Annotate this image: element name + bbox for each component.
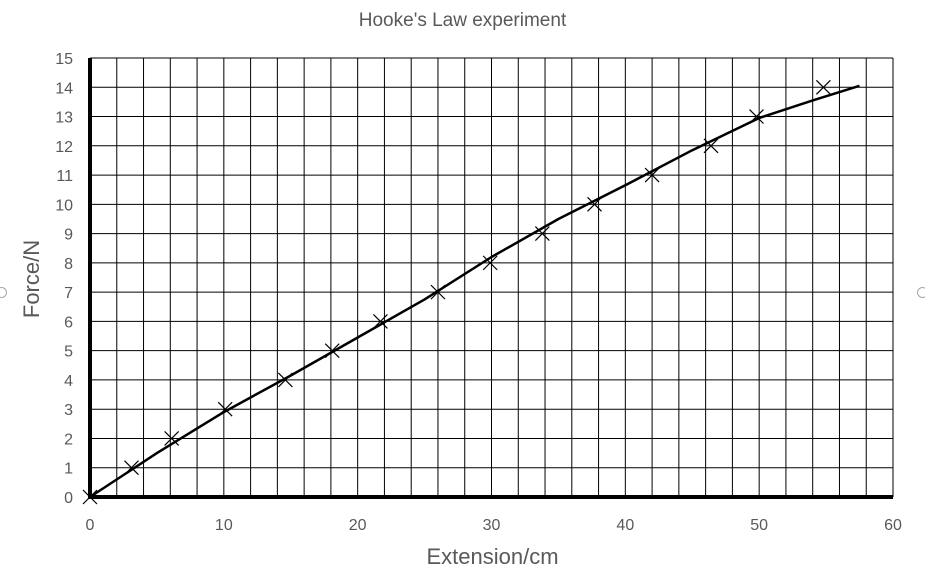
y-tick-label: 0 bbox=[64, 490, 73, 507]
x-tick-label: 30 bbox=[483, 517, 501, 534]
data-point-marker bbox=[430, 284, 446, 300]
marker-stroke bbox=[703, 138, 719, 154]
resize-handle-right[interactable] bbox=[917, 287, 925, 298]
data-point-marker bbox=[703, 138, 719, 154]
data-point-marker bbox=[124, 460, 139, 476]
x-tick-label: 60 bbox=[884, 517, 902, 534]
axes bbox=[88, 58, 893, 499]
marker-stroke bbox=[749, 109, 764, 124]
marker-stroke bbox=[815, 79, 831, 95]
y-tick-label: 12 bbox=[55, 139, 73, 156]
marker-stroke bbox=[124, 460, 139, 476]
fit-line bbox=[89, 84, 860, 499]
y-tick-label: 9 bbox=[64, 227, 73, 244]
y-tick-label: 14 bbox=[55, 80, 73, 97]
y-tick-label: 4 bbox=[64, 373, 73, 390]
data-point-marker bbox=[82, 489, 98, 505]
y-tick-label: 7 bbox=[64, 285, 73, 302]
y-tick-label: 8 bbox=[64, 256, 73, 273]
marker-stroke bbox=[430, 284, 446, 300]
fit-curve bbox=[89, 84, 860, 499]
data-point-marker bbox=[749, 109, 764, 124]
marker-stroke bbox=[482, 255, 498, 271]
data-point-marker bbox=[372, 313, 388, 329]
marker-stroke bbox=[372, 313, 388, 329]
data-point-marker bbox=[217, 401, 233, 417]
marker-stroke bbox=[82, 489, 98, 505]
y-tick-label: 1 bbox=[64, 461, 73, 478]
y-tick-label: 11 bbox=[56, 168, 73, 185]
y-tick-label: 3 bbox=[64, 402, 73, 419]
x-axis-label: Extension/cm bbox=[426, 544, 559, 569]
data-point-marker bbox=[324, 343, 340, 359]
data-point-marker bbox=[482, 255, 498, 271]
x-tick-label: 10 bbox=[215, 517, 233, 534]
marker-stroke bbox=[217, 401, 233, 417]
major-gridlines bbox=[90, 57, 893, 498]
data-point-marker bbox=[164, 431, 180, 446]
data-point-marker bbox=[815, 79, 831, 95]
resize-handle-left[interactable] bbox=[0, 287, 7, 298]
data-points bbox=[82, 79, 831, 505]
marker-stroke bbox=[324, 343, 340, 359]
data-point-marker bbox=[644, 167, 660, 183]
y-tick-label: 10 bbox=[55, 197, 73, 214]
marker-stroke bbox=[164, 431, 180, 446]
data-point-marker bbox=[277, 372, 293, 388]
marker-stroke bbox=[534, 226, 550, 242]
marker-stroke bbox=[277, 372, 293, 388]
data-point-marker bbox=[534, 226, 550, 242]
y-tick-label: 5 bbox=[64, 344, 73, 361]
x-tick-label: 40 bbox=[616, 517, 634, 534]
y-tick-label: 13 bbox=[55, 110, 73, 127]
x-tick-label: 20 bbox=[349, 517, 367, 534]
x-tick-label: 50 bbox=[750, 517, 768, 534]
marker-stroke bbox=[587, 196, 602, 212]
y-tick-label: 15 bbox=[55, 51, 73, 68]
y-tick-label: 2 bbox=[64, 431, 73, 448]
x-tick-label: 0 bbox=[86, 517, 95, 534]
chart-title: Hooke's Law experiment bbox=[358, 10, 567, 31]
minor-gridlines bbox=[89, 58, 894, 497]
data-point-marker bbox=[587, 196, 602, 212]
y-tick-label: 6 bbox=[64, 314, 73, 331]
x-tick-labels: 0 10 20 30 40 50 60 bbox=[86, 517, 902, 534]
marker-stroke bbox=[644, 167, 660, 183]
